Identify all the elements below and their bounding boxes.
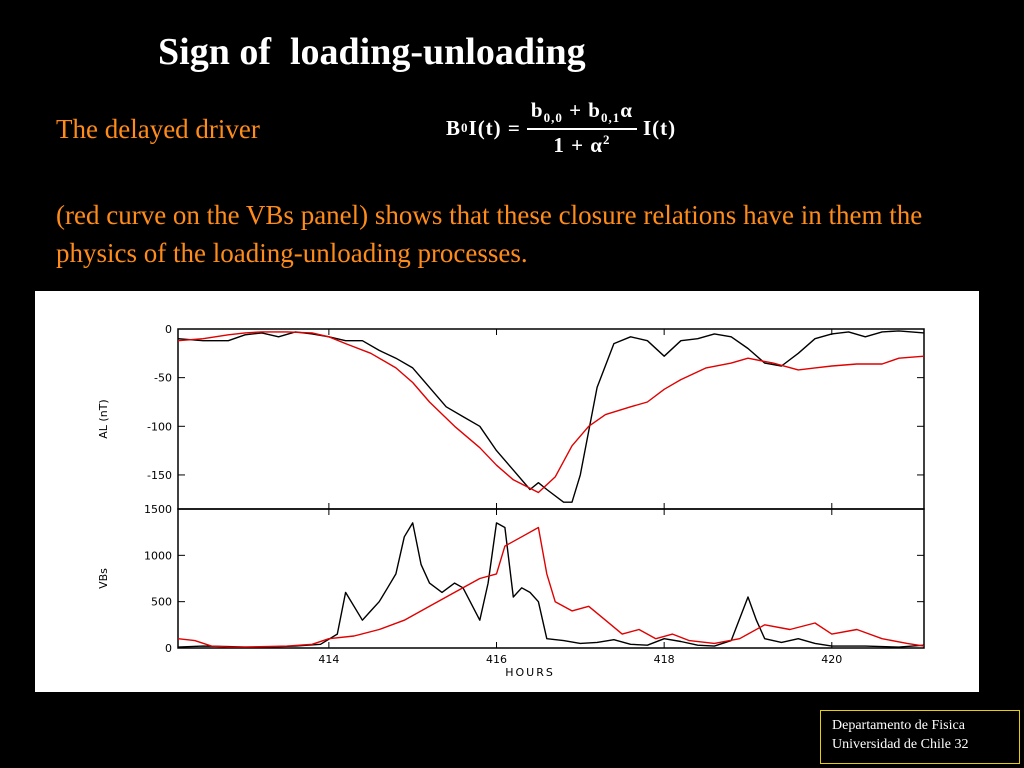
slide-title: Sign of loading-unloading <box>158 31 586 73</box>
x-tick-label: 416 <box>486 653 507 666</box>
explanation-text: (red curve on the VBs panel) shows that … <box>56 200 923 268</box>
equation-fraction: b0,0 + b0,1α 1 + α2 <box>526 97 637 158</box>
footer-department: Departamento de Fisica <box>832 718 965 733</box>
equation-numerator: b0,0 + b0,1α <box>526 97 637 131</box>
driver-label: The delayed driver <box>56 114 260 144</box>
y-tick-label: 1500 <box>144 503 172 516</box>
equation-lhs-b: B <box>446 115 462 140</box>
series-line-2-2 <box>177 526 925 648</box>
x-tick-label: 418 <box>654 653 675 666</box>
series-line-2-1 <box>177 522 925 648</box>
equation-lhs-rest: I(t) = <box>468 115 521 140</box>
equation-lhs-sub: 0 <box>461 120 469 135</box>
x-axis-label: HOURS <box>505 666 555 679</box>
series-line-1-1 <box>177 330 925 503</box>
y-tick-label: -100 <box>147 420 172 433</box>
y-axis-label: VBs <box>97 568 110 589</box>
numerator-b1: b <box>530 97 544 122</box>
plot-frame-1 <box>177 328 925 510</box>
chart-svg: 0 -50 -100 -150 AL (nT) 0 500 1000 1500 VBs 414 416… <box>97 323 925 679</box>
numerator-b1-sub: 0,0 <box>543 110 563 126</box>
x-tick-label: 420 <box>821 653 842 666</box>
footer-box: Departamento de Fisica Universidad de Ch… <box>820 710 1020 764</box>
y-tick-label: 0 <box>165 642 172 655</box>
y-tick-label: -150 <box>147 469 172 482</box>
y-tick-label: 500 <box>151 596 172 609</box>
denominator-sup: 2 <box>603 132 611 148</box>
plot-frame-2 <box>177 508 925 649</box>
y-axis-label: AL (nT) <box>97 399 110 438</box>
equation-rhs: I(t) <box>642 115 677 140</box>
footer-university: Universidad de Chile 32 <box>832 737 969 752</box>
y-tick-label: 1000 <box>144 549 172 562</box>
y-tick-label: -50 <box>154 372 172 385</box>
numerator-b2-sub: 0,1 <box>600 110 621 126</box>
y-tick-label: 0 <box>165 323 172 336</box>
series-line-1-2 <box>177 331 925 494</box>
figure-panel: 0 -50 -100 -150 AL (nT) 0 500 1000 1500 VBs 414 416… <box>35 291 979 692</box>
numerator-alpha: α <box>620 97 633 122</box>
x-tick-label: 414 <box>318 653 339 666</box>
equation-denominator: 1 + α2 <box>549 130 614 158</box>
denominator-main: 1 + α <box>553 133 604 158</box>
numerator-plus: + b <box>569 97 601 122</box>
